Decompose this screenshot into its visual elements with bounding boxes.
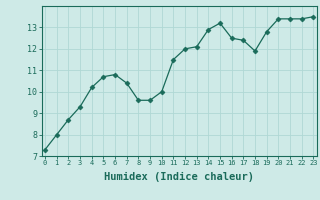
X-axis label: Humidex (Indice chaleur): Humidex (Indice chaleur) [104, 172, 254, 182]
